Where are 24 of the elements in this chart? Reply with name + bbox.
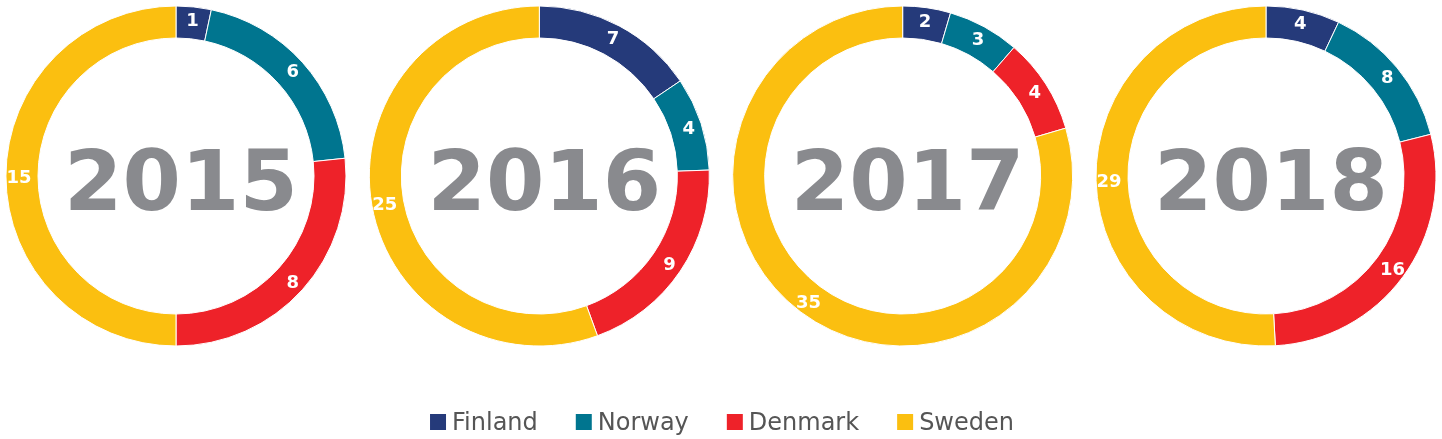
data-label: 16 [1379, 258, 1406, 280]
data-label: 3 [971, 27, 985, 49]
legend-label: Norway [597, 408, 689, 436]
legend-label: Finland [452, 408, 538, 436]
slice-label: 2016 [427, 132, 662, 230]
legend-label: Sweden [919, 408, 1014, 436]
slice-label: 2018 [1154, 132, 1388, 230]
legend-label: Denmark [748, 408, 860, 436]
data-label: 4 [682, 116, 695, 138]
data-label: 1 [186, 9, 199, 31]
data-label: 8 [1380, 65, 1394, 87]
data-label: 9 [663, 253, 676, 275]
data-label: 8 [286, 270, 299, 292]
data-label: 35 [796, 291, 822, 313]
data-label: 2 [918, 10, 932, 32]
data-label: 29 [1096, 169, 1122, 191]
data-label: 4 [1028, 80, 1042, 102]
slice-label: 2017 [790, 132, 1025, 230]
data-label: 6 [286, 60, 299, 82]
data-label: 7 [606, 26, 620, 48]
data-label: 25 [372, 192, 398, 214]
data-label: 15 [6, 165, 32, 187]
data-label: 4 [1294, 12, 1307, 34]
slice-label: 2015 [64, 132, 298, 230]
